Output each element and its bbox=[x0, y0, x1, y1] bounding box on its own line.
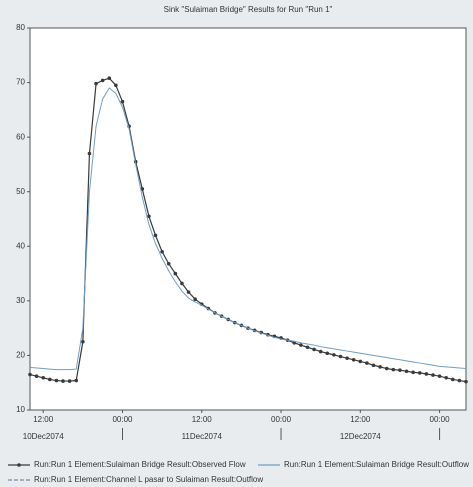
data-point bbox=[444, 376, 448, 380]
x-tick-label: 12:00 bbox=[33, 415, 54, 424]
y-tick-label: 30 bbox=[16, 296, 25, 305]
data-point bbox=[332, 353, 336, 357]
date-label: 10Dec2074 bbox=[23, 432, 64, 441]
data-point bbox=[28, 372, 32, 377]
data-point bbox=[74, 378, 79, 383]
legend-label: Run:Run 1 Element:Sulaiman Bridge Result… bbox=[284, 460, 469, 469]
data-point bbox=[87, 151, 92, 156]
data-point bbox=[345, 356, 349, 360]
data-point bbox=[391, 367, 396, 372]
y-tick-label: 70 bbox=[16, 78, 25, 87]
x-tick-label: 00:00 bbox=[271, 415, 292, 424]
data-point bbox=[378, 365, 382, 369]
data-point bbox=[48, 377, 52, 382]
x-tick-label: 00:00 bbox=[430, 415, 451, 424]
data-point bbox=[107, 76, 112, 81]
series-line bbox=[29, 87, 467, 371]
x-tick-label: 12:00 bbox=[350, 415, 371, 424]
data-point bbox=[193, 297, 197, 302]
date-label: 11Dec2074 bbox=[182, 432, 223, 441]
data-point bbox=[67, 379, 72, 383]
legend-marker bbox=[17, 463, 21, 467]
data-point bbox=[365, 361, 369, 365]
data-point bbox=[305, 345, 310, 350]
data-point bbox=[457, 378, 462, 383]
data-point bbox=[61, 379, 65, 383]
data-point bbox=[34, 374, 39, 378]
date-label: 12Dec2074 bbox=[340, 432, 381, 441]
data-point bbox=[299, 343, 303, 347]
data-point bbox=[338, 354, 343, 359]
data-point bbox=[153, 233, 158, 238]
data-point bbox=[404, 369, 409, 374]
data-point bbox=[417, 371, 422, 375]
x-tick-label: 00:00 bbox=[112, 415, 133, 424]
data-point bbox=[160, 249, 164, 254]
y-tick-label: 50 bbox=[16, 187, 25, 196]
data-point bbox=[351, 357, 356, 362]
y-tick-label: 10 bbox=[16, 405, 25, 414]
data-point bbox=[384, 366, 389, 371]
data-point bbox=[94, 81, 98, 86]
data-point bbox=[424, 372, 429, 376]
y-tick-label: 20 bbox=[16, 351, 25, 360]
data-point bbox=[371, 363, 376, 368]
x-tick-label: 12:00 bbox=[192, 415, 213, 424]
data-point bbox=[180, 281, 184, 286]
data-point bbox=[318, 349, 323, 354]
data-point bbox=[464, 379, 468, 384]
legend-label: Run:Run 1 Element:Channel L pasar to Sul… bbox=[34, 475, 263, 484]
data-point bbox=[411, 370, 415, 375]
data-point bbox=[358, 359, 363, 364]
data-point bbox=[325, 351, 330, 356]
data-point bbox=[120, 99, 125, 104]
data-point bbox=[114, 83, 118, 88]
data-point bbox=[166, 261, 171, 266]
y-tick-label: 60 bbox=[16, 132, 25, 141]
data-point bbox=[186, 290, 191, 294]
data-point bbox=[140, 187, 145, 191]
data-point bbox=[450, 377, 455, 382]
data-point bbox=[398, 368, 402, 372]
plot-area bbox=[29, 27, 467, 411]
y-tick-label: 40 bbox=[16, 241, 25, 250]
chart-title: Sink "Sulaiman Bridge" Results for Run "… bbox=[164, 5, 333, 14]
data-point bbox=[81, 339, 85, 344]
data-point bbox=[437, 374, 442, 378]
y-tick-label: 80 bbox=[16, 23, 25, 32]
data-point bbox=[54, 378, 59, 383]
data-point bbox=[431, 373, 435, 377]
data-point bbox=[147, 214, 151, 219]
data-point bbox=[173, 271, 178, 276]
data-point bbox=[100, 78, 105, 83]
data-point bbox=[41, 376, 46, 380]
data-point bbox=[312, 347, 316, 352]
legend-label: Run:Run 1 Element:Sulaiman Bridge Result… bbox=[34, 460, 246, 469]
